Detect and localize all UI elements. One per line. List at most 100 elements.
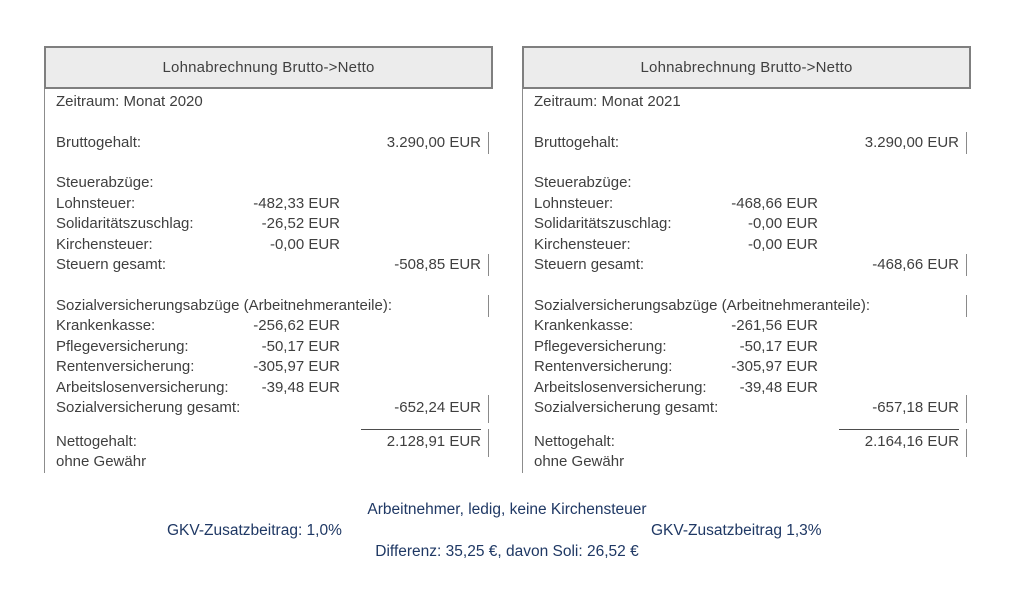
panel-header: Lohnabrechnung Brutto->Netto bbox=[522, 46, 971, 89]
cell-border-tick bbox=[966, 294, 967, 317]
table-row: Pflegeversicherung: -50,17 EUR bbox=[523, 337, 971, 358]
row-label: ohne Gewähr bbox=[534, 453, 625, 470]
row-total-amount: -508,85 EUR bbox=[394, 256, 481, 273]
row-total-amount: 3.290,00 EUR bbox=[386, 133, 481, 151]
row-label: Kirchensteuer: bbox=[534, 235, 631, 253]
total-rule bbox=[839, 428, 959, 430]
row-amount: -482,33 EUR bbox=[253, 194, 340, 212]
table-row: ohne Gewähr bbox=[523, 452, 971, 473]
row-amount: -305,97 EUR bbox=[731, 358, 818, 375]
row-amount: -50,17 EUR bbox=[261, 337, 340, 355]
row-label: ohne Gewähr bbox=[56, 453, 147, 470]
panel-title: Lohnabrechnung Brutto->Netto bbox=[162, 59, 375, 76]
row-label: Solidaritätszuschlag: bbox=[56, 215, 194, 232]
row-label: Rentenversicherung: bbox=[534, 358, 673, 375]
table-row: Solidaritätszuschlag: -0,00 EUR bbox=[523, 214, 971, 235]
sum-line-row bbox=[523, 419, 971, 432]
table-row: Nettogehalt: 2.164,16 EUR bbox=[523, 428, 971, 457]
row-amount: -39,48 EUR bbox=[739, 378, 818, 396]
row-label: Lohnsteuer: bbox=[56, 194, 136, 212]
table-row: Steuern gesamt: -468,66 EUR bbox=[523, 254, 971, 276]
row-amount: -39,48 EUR bbox=[261, 378, 340, 396]
table-row: Lohnsteuer: -468,66 EUR bbox=[523, 194, 971, 215]
row-amount: -26,52 EUR bbox=[261, 215, 340, 232]
row-label: Zeitraum: Monat 2020 bbox=[56, 93, 203, 110]
row-label: Krankenkasse: bbox=[534, 317, 634, 334]
table-row: Pflegeversicherung: -50,17 EUR bbox=[45, 337, 493, 358]
row-label: Krankenkasse: bbox=[56, 317, 156, 334]
row-total-amount: 3.290,00 EUR bbox=[864, 133, 959, 151]
table-row: Sozialversicherungsabzüge (Arbeitnehmera… bbox=[523, 294, 971, 317]
row-label: Pflegeversicherung: bbox=[56, 337, 189, 355]
table-row: Bruttogehalt: 3.290,00 EUR bbox=[523, 131, 971, 154]
table-row: Sozialversicherung gesamt: -657,18 EUR bbox=[523, 395, 971, 423]
row-amount: -256,62 EUR bbox=[253, 317, 340, 334]
panel-body: Zeitraum: Monat 2021 Bruttogehalt: 3.290,0… bbox=[522, 89, 971, 473]
table-row: Krankenkasse: -256,62 EUR bbox=[45, 316, 493, 337]
spacer-row bbox=[45, 276, 493, 296]
table-row: Solidaritätszuschlag: -26,52 EUR bbox=[45, 214, 493, 235]
cell-border-tick bbox=[488, 131, 489, 154]
period-label: Zeitraum: Monat 2021 bbox=[523, 92, 971, 113]
panel-title: Lohnabrechnung Brutto->Netto bbox=[640, 59, 853, 76]
note-gkv-2021: GKV-Zusatzbeitrag 1,3% bbox=[651, 522, 822, 539]
panel-body: Zeitraum: Monat 2020 Bruttogehalt: 3.290,0… bbox=[44, 89, 493, 473]
row-label: Solidaritätszuschlag: bbox=[534, 215, 672, 232]
note-gkv-2020: GKV-Zusatzbeitrag: 1,0% bbox=[167, 522, 342, 539]
table-row: Steuern gesamt: -508,85 EUR bbox=[45, 254, 493, 276]
row-amount: -261,56 EUR bbox=[731, 317, 818, 334]
table-row: Kirchensteuer: -0,00 EUR bbox=[45, 235, 493, 256]
table-row: Kirchensteuer: -0,00 EUR bbox=[523, 235, 971, 256]
row-amount: -305,97 EUR bbox=[253, 358, 340, 375]
row-label: Sozialversicherung gesamt: bbox=[56, 399, 241, 416]
payslip-panel-2020: Lohnabrechnung Brutto->Netto Zeitraum: M… bbox=[44, 46, 493, 473]
row-label: Bruttogehalt: bbox=[56, 133, 142, 151]
row-label: Steuern gesamt: bbox=[56, 256, 167, 273]
table-row: Steuerabzüge: bbox=[45, 173, 493, 194]
table-row: Krankenkasse: -261,56 EUR bbox=[523, 316, 971, 337]
table-row: Sozialversicherung gesamt: -652,24 EUR bbox=[45, 395, 493, 423]
row-label: Sozialversicherungsabzüge (Arbeitnehmera… bbox=[534, 296, 871, 314]
table-row: Sozialversicherungsabzüge (Arbeitnehmera… bbox=[45, 294, 493, 317]
row-label: Steuerabzüge: bbox=[56, 174, 154, 191]
row-label: Steuern gesamt: bbox=[534, 256, 645, 273]
table-row: Nettogehalt: 2.128,91 EUR bbox=[45, 428, 493, 457]
spacer-row bbox=[523, 153, 971, 173]
table-row: Arbeitslosenversicherung: -39,48 EUR bbox=[45, 378, 493, 399]
table-row: Steuerabzüge: bbox=[523, 173, 971, 194]
table-row: Lohnsteuer: -482,33 EUR bbox=[45, 194, 493, 215]
row-label: Kirchensteuer: bbox=[56, 235, 153, 253]
row-label: Zeitraum: Monat 2021 bbox=[534, 93, 681, 110]
table-row: Bruttogehalt: 3.290,00 EUR bbox=[45, 131, 493, 154]
cell-border-tick bbox=[966, 395, 967, 423]
row-label: Lohnsteuer: bbox=[534, 194, 614, 212]
sum-line-row bbox=[45, 419, 493, 432]
row-total-amount: 2.164,16 EUR bbox=[864, 432, 959, 450]
row-label: Arbeitslosenversicherung: bbox=[56, 378, 229, 396]
row-total-amount: 2.128,91 EUR bbox=[386, 432, 481, 450]
row-label: Rentenversicherung: bbox=[56, 358, 195, 375]
note-employee-status: Arbeitnehmer, ledig, keine Kirchensteuer bbox=[367, 501, 647, 518]
row-amount: -0,00 EUR bbox=[269, 235, 340, 253]
row-total-amount: -652,24 EUR bbox=[394, 399, 481, 416]
row-label: Arbeitslosenversicherung: bbox=[534, 378, 707, 396]
table-row: ohne Gewähr bbox=[45, 452, 493, 473]
row-label: Nettogehalt: bbox=[56, 432, 137, 450]
row-label: Pflegeversicherung: bbox=[534, 337, 667, 355]
cell-border-tick bbox=[488, 254, 489, 276]
row-amount: -468,66 EUR bbox=[731, 194, 818, 212]
cell-border-tick bbox=[966, 254, 967, 276]
row-total-amount: -657,18 EUR bbox=[872, 399, 959, 416]
cell-border-tick bbox=[966, 428, 967, 457]
panel-header: Lohnabrechnung Brutto->Netto bbox=[44, 46, 493, 89]
spacer-row bbox=[45, 153, 493, 173]
cell-border-tick bbox=[966, 131, 967, 154]
table-row: Rentenversicherung: -305,97 EUR bbox=[523, 357, 971, 378]
row-amount: -0,00 EUR bbox=[747, 235, 818, 253]
cell-border-tick bbox=[488, 428, 489, 457]
row-label: Sozialversicherungsabzüge (Arbeitnehmera… bbox=[56, 296, 393, 314]
spacer-row bbox=[523, 113, 971, 133]
note-difference: Differenz: 35,25 €, davon Soli: 26,52 € bbox=[375, 543, 639, 560]
row-label: Nettogehalt: bbox=[534, 432, 615, 450]
period-label: Zeitraum: Monat 2020 bbox=[45, 92, 493, 113]
